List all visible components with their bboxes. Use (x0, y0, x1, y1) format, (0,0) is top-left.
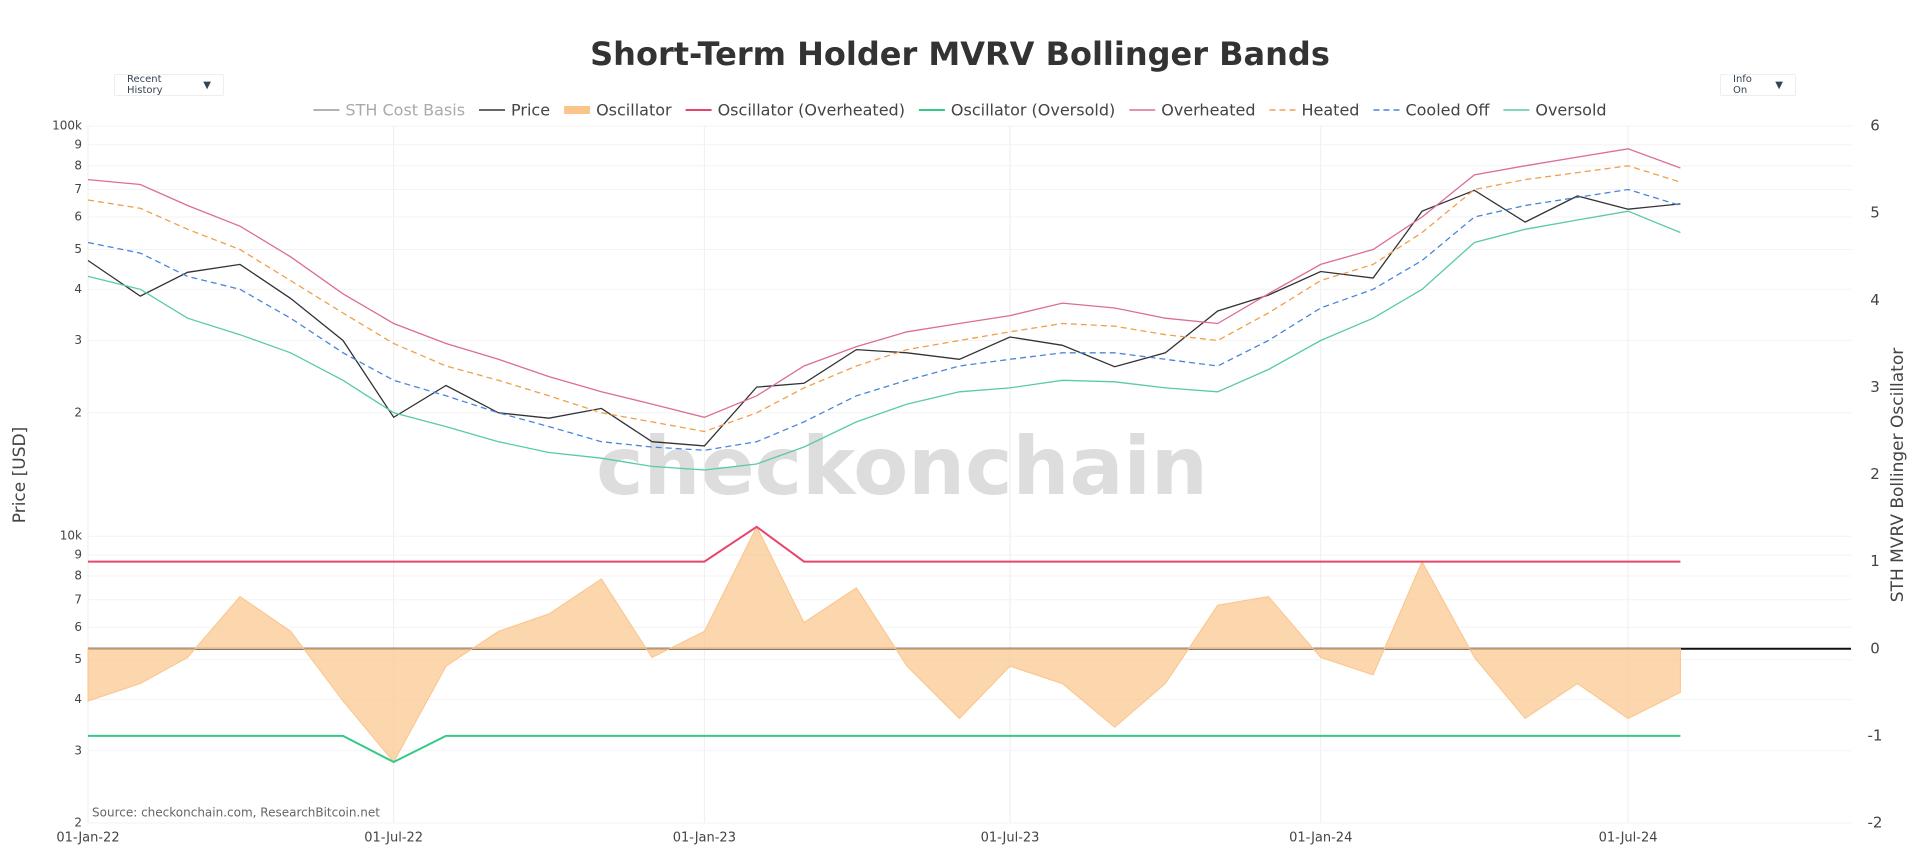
y2-tick-label: 5 (1870, 204, 1880, 222)
y-tick-label: 7 (74, 592, 82, 606)
legend-label: Oversold (1535, 101, 1606, 120)
y-tick-label: 9 (74, 137, 82, 151)
legend-label: Price (511, 101, 550, 120)
y-tick-label: 8 (74, 569, 82, 583)
x-tick-label: 01-Jul-23 (981, 831, 1040, 846)
y-tick-label: 10k (60, 529, 82, 543)
y-tick-label: 2 (74, 405, 82, 419)
legend: STH Cost Basis Price Oscillator Oscillator … (313, 101, 1607, 120)
legend-item: Cooled Off (1373, 101, 1490, 120)
y-tick-label: 5 (74, 652, 82, 666)
legend-item: Overheated (1129, 101, 1255, 120)
y2-tick-label: -2 (1868, 814, 1883, 832)
legend-label: Oscillator (Overheated) (718, 101, 905, 120)
dropdown[interactable]: Info On ▼ (1720, 74, 1796, 96)
x-tick-label: 01-Jan-22 (56, 831, 119, 846)
dropdown-label: Recent History (127, 74, 163, 96)
y-tick-label: 8 (74, 158, 82, 172)
dropdown[interactable]: Recent History ▼ (114, 74, 224, 96)
series-line (87, 210, 1681, 471)
legend-label: Oscillator (596, 101, 672, 120)
y2-tick-label: 3 (1870, 378, 1880, 396)
y-tick-label: 9 (74, 548, 82, 562)
legend-item: Oversold (1503, 101, 1607, 120)
legend-item: STH Cost Basis (313, 101, 465, 120)
x-tick-label: 01-Jan-24 (1289, 831, 1352, 846)
y2-tick-label: -1 (1868, 726, 1883, 744)
series-line (87, 165, 1681, 433)
legend-item: Heated (1269, 101, 1359, 120)
dropdown-label: Info On (1733, 74, 1752, 96)
x-tick-label: 01-Jul-22 (364, 831, 423, 846)
y2-tick-label: 4 (1870, 291, 1880, 309)
legend-item: Oscillator (Overheated) (685, 101, 905, 120)
watermark: checkonchain (596, 420, 1208, 513)
caret: ▼ (1775, 79, 1783, 91)
y-tick-label: 6 (74, 620, 82, 634)
legend-label: Oscillator (Oversold) (951, 101, 1115, 120)
x-tick-label: 01-Jan-23 (673, 831, 736, 846)
legend-label: Overheated (1161, 101, 1255, 120)
legend-label: Cooled Off (1405, 101, 1490, 120)
area (87, 525, 1681, 763)
y2-tick-label: 0 (1870, 639, 1880, 657)
series-line (87, 189, 1681, 447)
source: Source: checkonchain.com, ResearchBitcoi… (92, 806, 380, 820)
y-tick-label: 100k (52, 119, 82, 133)
y-tick-label: 3 (74, 333, 82, 347)
x-tick-label: 01-Jul-24 (1599, 831, 1658, 846)
y-axis-title: Price [USD] (10, 427, 30, 523)
y2-axis-title: STH MVRV Bollinger Oscillator (1888, 348, 1908, 602)
y-tick-label: 4 (74, 282, 82, 296)
legend-label: Heated (1301, 101, 1359, 120)
y-tick-label: 7 (74, 182, 82, 196)
y2-tick-label: 1 (1870, 552, 1880, 570)
y-tick-label: 3 (74, 743, 82, 757)
y2-tick-label: 6 (1870, 117, 1880, 135)
y2-tick-label: 2 (1870, 465, 1880, 483)
series-line (87, 188, 1681, 451)
series-line (88, 734, 1681, 764)
legend-item: Oscillator (564, 101, 672, 120)
series-line (88, 525, 1681, 563)
legend-label: STH Cost Basis (345, 101, 465, 120)
legend-item: Price (479, 101, 550, 120)
y-tick-label: 4 (74, 692, 82, 706)
y-tick-label: 5 (74, 242, 82, 256)
y-tick-label: 2 (74, 816, 82, 830)
y-tick-label: 6 (74, 210, 82, 224)
caret: ▼ (203, 79, 211, 91)
chart-title: Short-Term Holder MVRV Bollinger Bands (590, 35, 1330, 73)
legend-item: Oscillator (Oversold) (918, 101, 1115, 120)
series-line (87, 148, 1681, 418)
